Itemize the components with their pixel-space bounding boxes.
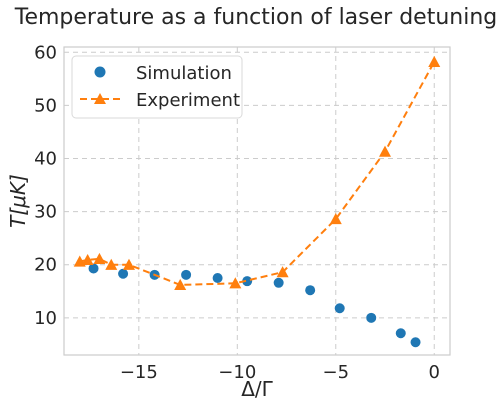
simulation-point	[88, 263, 99, 274]
experiment-point	[329, 213, 342, 225]
experiment-point	[81, 253, 94, 266]
x-tick-label: 0	[429, 362, 440, 383]
experiment-point	[428, 55, 441, 67]
experiment-point	[276, 266, 289, 278]
experiment-point	[379, 145, 392, 157]
x-axis-label: Δ/Γ	[241, 377, 273, 400]
legend-simulation-marker	[94, 66, 106, 78]
simulation-point	[242, 276, 253, 287]
legend-experiment-label: Experiment	[136, 90, 240, 111]
experiment-point	[93, 252, 106, 264]
legend-experiment-marker	[94, 93, 106, 104]
y-tick-label: 50	[34, 95, 57, 116]
simulation-point	[334, 303, 345, 314]
simulation-point	[305, 285, 316, 296]
y-tick-label: 40	[34, 149, 57, 170]
tick-labels: −15 −10 −5 0 10 20 30 40 50 60	[34, 42, 440, 383]
plot-frame	[63, 46, 451, 356]
simulation-point	[273, 277, 284, 288]
legend: Simulation Experiment	[71, 55, 243, 119]
y-axis-label: T[μK]	[6, 174, 30, 228]
x-tick-label: −15	[120, 362, 158, 383]
experiment-point	[122, 258, 135, 270]
plot-area	[73, 55, 441, 348]
simulation-point	[366, 312, 377, 323]
y-tick-label: 60	[34, 42, 57, 63]
simulation-point	[410, 337, 421, 348]
simulation-point	[118, 268, 129, 279]
simulation-point	[212, 273, 223, 283]
legend-box	[71, 55, 243, 119]
experiment-point	[105, 258, 118, 270]
legend-simulation-label: Simulation	[136, 63, 232, 84]
y-tick-label: 30	[34, 202, 57, 223]
simulation-point	[395, 328, 406, 339]
chart-title: Temperature as a function of laser detun…	[14, 5, 498, 30]
y-tick-label: 20	[34, 255, 57, 276]
y-tick-label: 10	[34, 308, 57, 329]
experiment-point	[174, 278, 187, 291]
simulation-point	[181, 269, 192, 280]
x-tick-label: −10	[218, 362, 256, 383]
x-tick-label: −5	[323, 362, 350, 383]
experiment-point	[229, 277, 242, 289]
